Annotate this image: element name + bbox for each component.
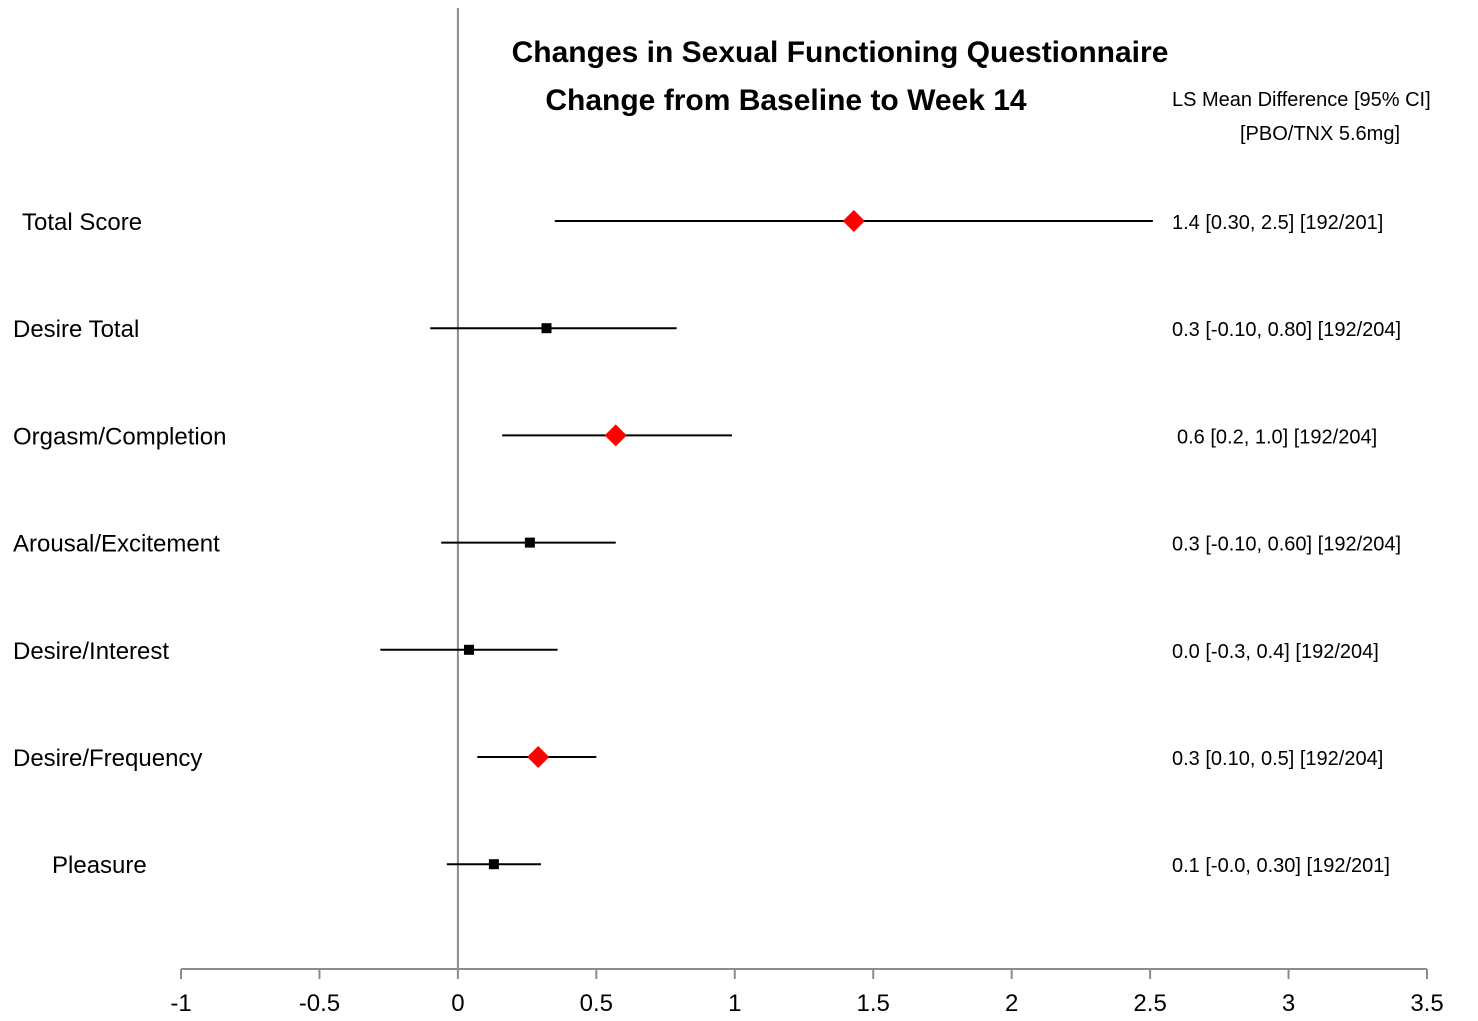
point-estimate-square — [524, 537, 535, 548]
x-tick-label: -0.5 — [299, 990, 340, 1017]
point-estimate-square — [541, 323, 552, 334]
forest-row: Pleasure 0.1 [-0.0, 0.30] [192/201] — [52, 852, 1390, 879]
row-annotation: 0.1 [-0.0, 0.30] [192/201] — [1172, 855, 1390, 877]
x-tick-label: 0.5 — [580, 990, 613, 1017]
point-estimate-diamond — [604, 424, 627, 447]
row-annotation: 0.3 [0.10, 0.5] [192/204] — [1172, 748, 1383, 770]
x-tick-label: -1 — [170, 990, 191, 1017]
x-tick-label: 0 — [451, 990, 464, 1017]
forest-row: Desire Total 0.3 [-0.10, 0.80] [192/204] — [13, 316, 1401, 343]
row-label: Desire/Frequency — [13, 745, 202, 772]
title-line-2: Change from Baseline to Week 14 — [545, 84, 1027, 117]
x-tick-label: 3 — [1282, 990, 1295, 1017]
forest-row: Desire/Interest 0.0 [-0.3, 0.4] [192/204] — [13, 638, 1379, 665]
row-annotation: 0.3 [-0.10, 0.60] [192/204] — [1172, 534, 1401, 556]
row-annotation: 0.0 [-0.3, 0.4] [192/204] — [1172, 641, 1379, 663]
x-tick-label: 1 — [728, 990, 741, 1017]
title-line-1: Changes in Sexual Functioning Questionna… — [512, 36, 1169, 69]
x-tick-label: 2.5 — [1133, 990, 1166, 1017]
forest-row: Orgasm/Completion 0.6 [0.2, 1.0] [192/204… — [13, 423, 1377, 450]
column-header-line-1: LS Mean Difference [95% CI] — [1172, 89, 1431, 111]
forest-row: Desire/Frequency 0.3 [0.10, 0.5] [192/204… — [13, 745, 1383, 772]
point-estimate-diamond — [842, 210, 865, 232]
row-label: Desire Total — [13, 316, 139, 343]
x-tick-label: 1.5 — [857, 990, 890, 1017]
x-tick-label: 3.5 — [1410, 990, 1443, 1017]
row-label: Arousal/Excitement — [13, 531, 220, 558]
row-label: Pleasure — [52, 852, 147, 879]
row-annotation: 1.4 [0.30, 2.5] [192/201] — [1172, 212, 1383, 234]
forest-row: Total Score 1.4 [0.30, 2.5] [192/201] — [22, 209, 1383, 236]
point-estimate-diamond — [527, 746, 550, 768]
point-estimate-square — [488, 859, 499, 870]
x-tick-label: 2 — [1005, 990, 1018, 1017]
row-annotation: 0.3 [-0.10, 0.80] [192/204] — [1172, 319, 1401, 341]
forest-row: Arousal/Excitement 0.3 [-0.10, 0.60] [192… — [13, 531, 1401, 558]
chart-title: Changes in Sexual Functioning Questionna… — [512, 36, 1169, 117]
x-axis: -1 -0.5 0 0.5 1 1.5 2 2.5 3 3.5 — [170, 968, 1444, 1017]
row-label: Total Score — [22, 209, 142, 236]
row-annotation: 0.6 [0.2, 1.0] [192/204] — [1177, 426, 1377, 448]
column-header: LS Mean Difference [95% CI] [PBO/TNX 5.6… — [1172, 89, 1431, 145]
column-header-line-2: [PBO/TNX 5.6mg] — [1240, 123, 1400, 145]
point-estimate-square — [463, 644, 474, 655]
row-label: Desire/Interest — [13, 638, 169, 665]
row-label: Orgasm/Completion — [13, 423, 226, 450]
forest-rows: Total Score 1.4 [0.30, 2.5] [192/201] Desi… — [13, 209, 1401, 879]
